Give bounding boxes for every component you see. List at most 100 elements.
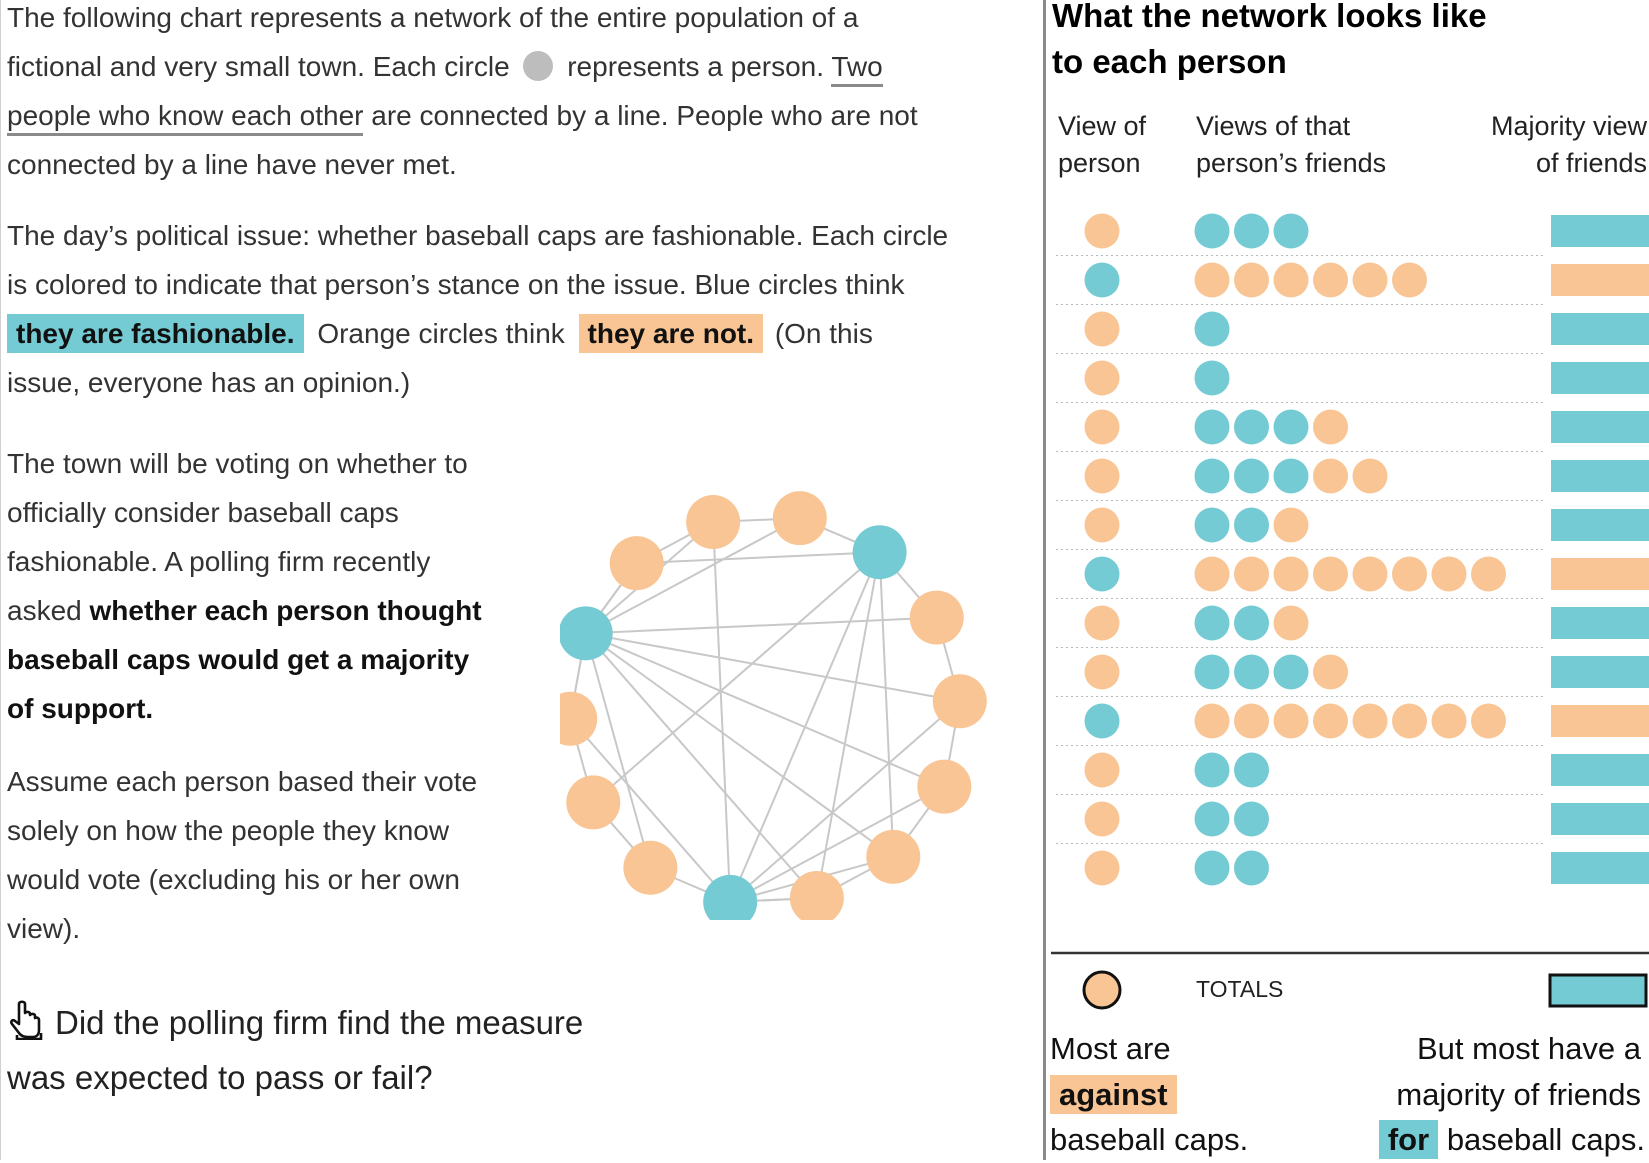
network-edge [585, 632, 945, 788]
majority-bar [1551, 656, 1649, 688]
majority-bar [1551, 215, 1649, 247]
p3-line4: asked whether each person thought [7, 595, 482, 627]
network-edge [585, 616, 937, 635]
friend-view-dot [1273, 654, 1309, 690]
majority-bar [1551, 705, 1649, 737]
majority-bar [1551, 558, 1649, 590]
network-node [609, 536, 664, 591]
friend-view-dot [1392, 703, 1427, 739]
p2-line4: issue, everyone has an opinion.) [7, 367, 411, 398]
network-node [932, 674, 987, 729]
friend-view-dot [1194, 801, 1230, 837]
friend-view-dot [1313, 556, 1348, 592]
network-nodes [560, 491, 987, 920]
majority-bar [1551, 362, 1649, 394]
network-node [560, 691, 598, 746]
p4-line2: solely on how the people they know [7, 815, 450, 846]
friend-view-dot [1234, 850, 1269, 886]
network-edge [636, 551, 880, 565]
majority-bar [1551, 754, 1649, 786]
network-edges [569, 517, 961, 903]
friend-view-dot [1234, 262, 1269, 298]
person-view-dot [1084, 409, 1120, 445]
friend-view-dot [1234, 507, 1269, 543]
for-tag: for [1378, 1120, 1439, 1159]
p3-line5-bold: baseball caps would get a majority [7, 644, 470, 675]
question-line2: was expected to pass or fail? [7, 1059, 433, 1096]
friend-view-dot [1392, 556, 1427, 592]
col-friends-header-l1: Views of that [1196, 111, 1351, 141]
friend-view-dot [1352, 458, 1388, 494]
network-node [623, 840, 678, 895]
totals-majority-bar [1548, 973, 1648, 1008]
person-view-dot [1084, 311, 1120, 347]
p3-line2: officially consider baseball caps [7, 497, 399, 528]
majority-bar [1551, 313, 1649, 345]
friend-view-dot [1194, 605, 1230, 641]
network-node [560, 606, 613, 661]
person-view-dot [1084, 801, 1120, 837]
network-node [917, 759, 972, 814]
not-fashionable-tag: they are not. [578, 314, 764, 353]
person-view-dot [1084, 262, 1120, 298]
col-friends-header-l2: person’s friends [1196, 148, 1387, 178]
question-line1: Did the polling firm find the measure [5, 1000, 583, 1042]
majority-bar [1551, 509, 1649, 541]
right-title-line1: What the network looks like [1052, 0, 1487, 34]
totals-label: TOTALS [1196, 976, 1284, 1002]
friend-view-dot [1234, 605, 1269, 641]
friend-view-dot [1352, 556, 1388, 592]
network-edge [729, 551, 881, 903]
network-node [909, 590, 964, 645]
friend-view-dot [1194, 850, 1230, 886]
footer-left-line1: Most are [1050, 1031, 1171, 1066]
friend-view-dot [1313, 409, 1348, 445]
friend-view-dot [1273, 458, 1309, 494]
friend-view-dot [1194, 703, 1230, 739]
network-node [789, 870, 844, 920]
p3-line5: baseball caps would get a majority [7, 644, 469, 676]
person-view-dot [1084, 752, 1120, 788]
p2-mid: Orange circles think [317, 318, 565, 349]
friend-view-dot [1273, 556, 1309, 592]
friend-view-dot [1234, 801, 1269, 837]
friend-view-dot [1431, 703, 1467, 739]
col-majority-header-l1: Majority view [1490, 111, 1647, 141]
totals-view-circle [1082, 970, 1122, 1010]
friend-view-dot [1431, 556, 1467, 592]
friend-view-dot [1194, 556, 1230, 592]
pointing-hand-icon [10, 1000, 43, 1040]
p3-line6: of support. [7, 693, 153, 725]
friend-view-dot [1313, 458, 1348, 494]
footer-right-line3: for baseball caps. [1378, 1117, 1645, 1163]
network-node [772, 491, 827, 546]
footer-right-line2: majority of friends [1396, 1077, 1641, 1112]
p2-line2: is colored to indicate that person’s sta… [7, 269, 905, 300]
network-edge [712, 521, 732, 902]
p2-tail: (On this [774, 318, 873, 349]
network-edge [584, 633, 652, 869]
p4-line3: would vote (excluding his or her own [7, 864, 460, 895]
p2-line1: The day’s political issue: whether baseb… [7, 220, 949, 251]
majority-bar [1551, 264, 1649, 296]
person-view-dot [1084, 360, 1120, 396]
person-view-dot [1084, 654, 1120, 690]
network-edge [878, 552, 895, 857]
network-edge [585, 632, 894, 858]
network-edge [584, 632, 818, 899]
friend-view-dot [1234, 556, 1269, 592]
table-rows [1056, 213, 1649, 886]
friend-view-dot [1392, 262, 1427, 298]
majority-bar [1551, 607, 1649, 639]
footer-right-line3-text: baseball caps. [1446, 1122, 1645, 1157]
network-diagram [560, 491, 987, 920]
friend-view-dot [1194, 458, 1230, 494]
footer-left-line2: against [1050, 1072, 1177, 1118]
friend-view-dot [1273, 262, 1309, 298]
network-node [686, 495, 741, 550]
question-text-1: Did the polling firm find the measure [55, 1004, 584, 1041]
definition-link[interactable]: Two [831, 51, 883, 87]
majority-bar [1551, 460, 1649, 492]
definition-link-cont[interactable]: people who know each other [7, 100, 364, 136]
friend-view-dot [1273, 409, 1309, 445]
